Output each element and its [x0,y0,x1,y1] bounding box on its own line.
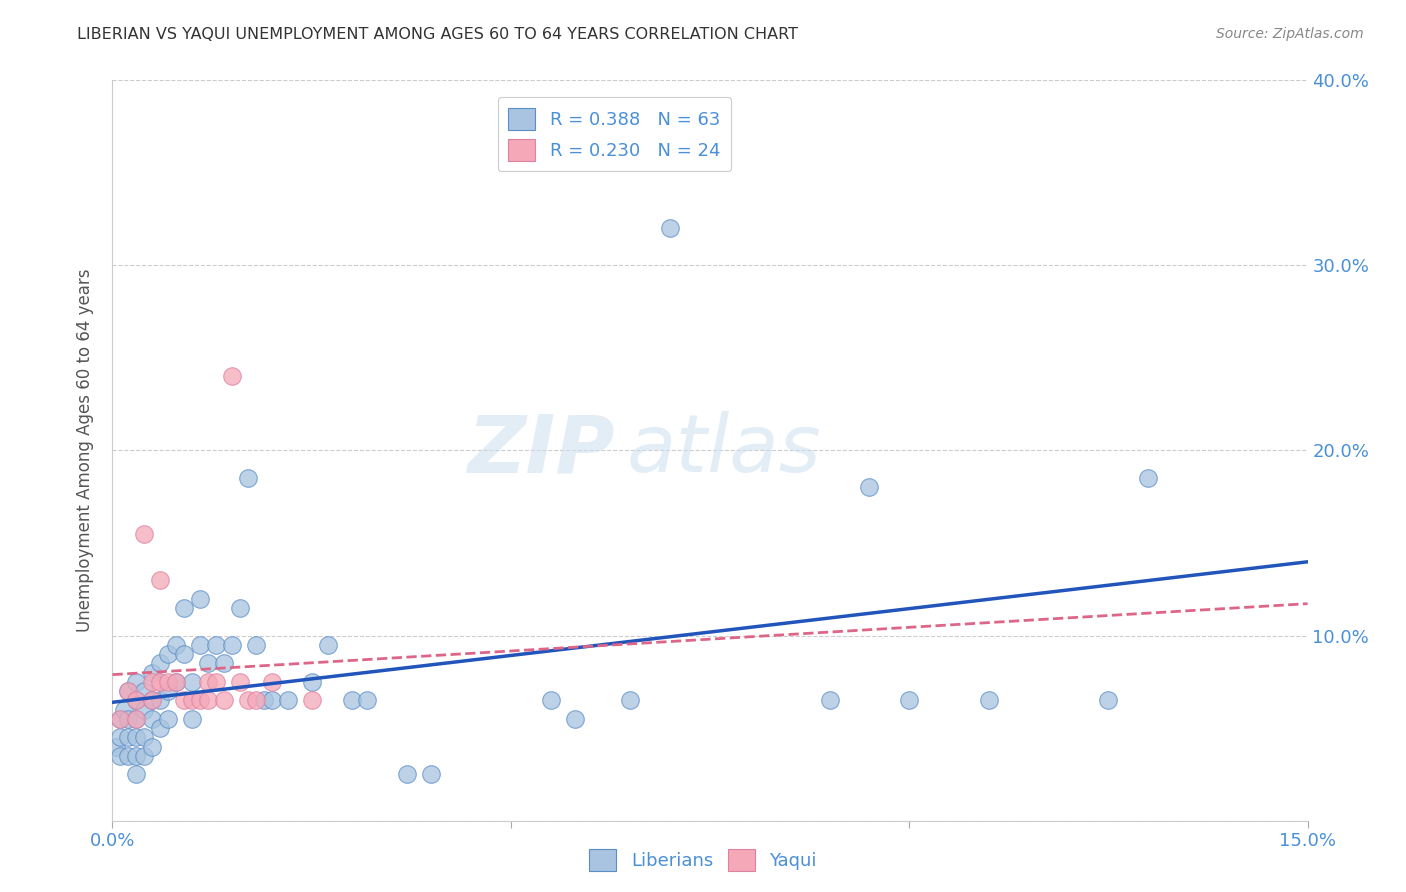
Point [181,674,204,689]
Point [260,693,283,707]
Point [205,674,228,689]
Point [236,471,259,485]
Point [157,712,180,726]
Point [134,731,156,745]
Point [205,638,228,652]
Point [149,674,172,689]
Point [1137,471,1160,485]
Point [977,693,1000,707]
Point [141,665,163,680]
Point [173,693,195,707]
Point [197,657,219,671]
Point [134,748,156,763]
Point [236,693,259,707]
Point [157,647,180,661]
Text: atlas: atlas [627,411,821,490]
Point [114,703,135,717]
Legend: Liberians, Yaqui: Liberians, Yaqui [582,842,824,879]
Point [540,693,562,707]
Point [141,674,163,689]
Point [110,712,132,726]
Point [212,693,235,707]
Point [301,674,323,689]
Point [141,712,163,726]
Point [420,767,443,781]
Point [197,693,219,707]
Point [818,693,841,707]
Point [858,481,880,495]
Point [117,684,139,698]
Point [134,684,156,698]
Text: LIBERIAN VS YAQUI UNEMPLOYMENT AMONG AGES 60 TO 64 YEARS CORRELATION CHART: LIBERIAN VS YAQUI UNEMPLOYMENT AMONG AGE… [77,27,799,42]
Point [110,748,132,763]
Point [181,693,204,707]
Point [149,693,172,707]
Point [396,767,419,781]
Point [221,638,243,652]
Point [125,712,148,726]
Point [125,767,148,781]
Point [260,674,283,689]
Point [125,693,148,707]
Point [301,693,323,707]
Point [245,693,267,707]
Point [157,674,180,689]
Point [149,573,172,587]
Point [125,712,148,726]
Point [221,369,243,384]
Point [110,712,132,726]
Point [165,638,187,652]
Point [253,693,276,707]
Y-axis label: Unemployment Among Ages 60 to 64 years: Unemployment Among Ages 60 to 64 years [76,268,94,632]
Point [125,674,148,689]
Point [188,693,211,707]
Point [125,731,148,745]
Point [898,693,921,707]
Point [564,712,586,726]
Point [659,221,682,235]
Legend: R = 0.388   N = 63, R = 0.230   N = 24: R = 0.388 N = 63, R = 0.230 N = 24 [498,96,731,171]
Text: Source: ZipAtlas.com: Source: ZipAtlas.com [1216,27,1364,41]
Point [117,748,139,763]
Point [165,674,187,689]
Point [141,693,163,707]
Point [229,600,252,615]
Point [356,693,378,707]
Point [1097,693,1119,707]
Point [125,693,148,707]
Point [125,748,148,763]
Point [277,693,299,707]
Point [188,638,211,652]
Point [181,712,204,726]
Point [149,721,172,735]
Point [134,703,156,717]
Point [197,674,219,689]
Point [165,674,187,689]
Point [316,638,339,652]
Point [141,693,163,707]
Point [173,600,195,615]
Point [212,657,235,671]
Point [134,526,156,541]
Point [141,739,163,754]
Point [245,638,267,652]
Text: ZIP: ZIP [467,411,614,490]
Point [229,674,252,689]
Point [340,693,363,707]
Point [117,712,139,726]
Point [619,693,641,707]
Point [157,684,180,698]
Point [173,647,195,661]
Point [105,739,128,754]
Point [188,591,211,606]
Point [110,731,132,745]
Point [149,657,172,671]
Point [117,684,139,698]
Point [117,731,139,745]
